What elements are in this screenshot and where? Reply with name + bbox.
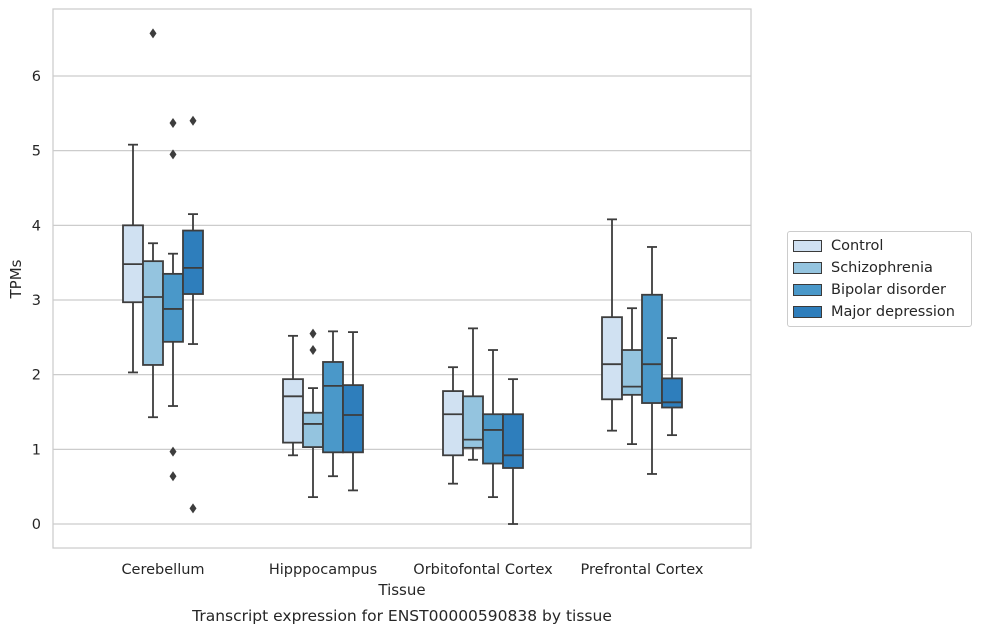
chart-title: Transcript expression for ENST0000059083…: [191, 607, 612, 625]
x-tick-label-0: Cerebellum: [121, 562, 204, 578]
y-tick-label-0: 0: [32, 517, 41, 533]
box-body: [621, 349, 643, 396]
legend-item-control: Control: [793, 236, 883, 256]
legend-item-schizophrenia: Schizophrenia: [793, 258, 933, 278]
box-1-3: [621, 307, 643, 446]
box-0-3: [601, 218, 623, 432]
box-2-0: [162, 118, 184, 482]
legend-item-major-depression: Major depression: [793, 302, 955, 322]
box-body: [282, 378, 304, 444]
outlier-point: [189, 115, 197, 126]
box-3-3: [661, 337, 683, 437]
y-tick-label-5: 5: [32, 144, 41, 160]
x-axis-label: Tissue: [377, 581, 425, 599]
plot-data: [122, 28, 683, 525]
box-body: [601, 316, 623, 401]
box-1-0: [142, 28, 164, 419]
box-1-2: [462, 327, 484, 461]
box-2-3: [641, 246, 663, 475]
x-tick-label-1: Hipppocampus: [269, 562, 377, 578]
box-body: [502, 413, 524, 469]
box-body: [162, 272, 184, 343]
y-tick-label-4: 4: [32, 218, 41, 234]
y-tick-label-1: 1: [32, 442, 41, 458]
outlier-point: [309, 345, 317, 356]
outlier-point: [169, 149, 177, 160]
box-1-1: [302, 328, 324, 499]
y-tick-label-2: 2: [32, 368, 41, 384]
legend-swatch-major-depression: [793, 306, 822, 318]
x-tick-labels: Cerebellum Hipppocampus Orbitofontal Corte…: [121, 562, 703, 578]
legend-label-schizophrenia: Schizophrenia: [831, 260, 933, 276]
box-body: [342, 384, 364, 454]
box-body: [442, 390, 464, 457]
box-2-2: [482, 349, 504, 499]
box-body: [182, 229, 204, 295]
legend: Control Schizophrenia Bipolar disorder M…: [787, 231, 972, 327]
y-tick-labels: 0 1 2 3 4 5 6: [32, 69, 41, 533]
outlier-point: [309, 328, 317, 339]
box-body: [142, 260, 164, 366]
y-tick-label-6: 6: [32, 69, 41, 85]
x-tick-label-2: Orbitofontal Cortex: [413, 562, 553, 578]
box-body: [482, 413, 504, 465]
box-body: [322, 361, 344, 454]
outlier-point: [169, 118, 177, 129]
box-2-1: [322, 330, 344, 478]
plot-frame: [52, 8, 752, 549]
legend-swatch-schizophrenia: [793, 262, 822, 274]
outlier-point: [149, 28, 157, 39]
outlier-point: [169, 471, 177, 482]
box-0-0: [122, 143, 144, 374]
box-3-1: [342, 331, 364, 492]
box-body: [302, 411, 324, 448]
y-axis-label: TPMs: [7, 259, 25, 299]
box-3-2: [502, 378, 524, 525]
y-tick-label-3: 3: [32, 293, 41, 309]
legend-item-bipolar-disorder: Bipolar disorder: [793, 280, 946, 300]
legend-swatch-bipolar-disorder: [793, 284, 822, 296]
legend-label-bipolar-disorder: Bipolar disorder: [831, 282, 946, 298]
outlier-point: [169, 446, 177, 457]
outlier-point: [189, 503, 197, 514]
legend-label-major-depression: Major depression: [831, 304, 955, 320]
legend-swatch-control: [793, 240, 822, 252]
box-0-2: [442, 366, 464, 485]
box-3-0: [182, 115, 204, 514]
box-0-1: [282, 334, 304, 457]
x-tick-label-3: Prefrontal Cortex: [581, 562, 704, 578]
box-body: [641, 293, 663, 404]
legend-label-control: Control: [831, 238, 884, 254]
box-body: [661, 377, 683, 409]
